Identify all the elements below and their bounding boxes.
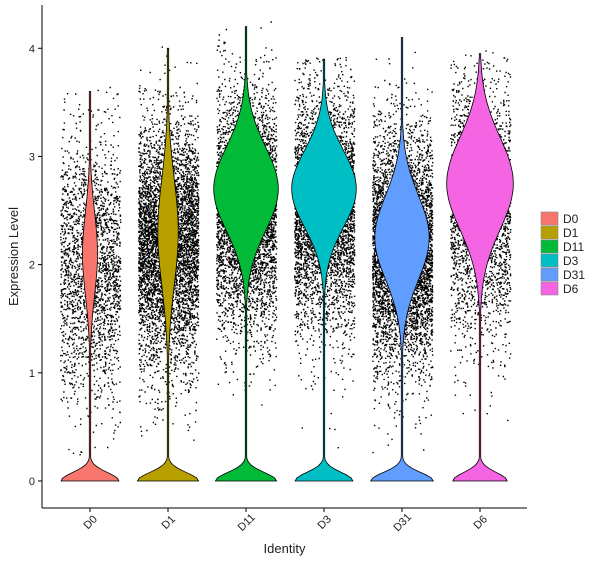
violin-d6 (446, 53, 514, 482)
legend-swatch-d11 (540, 239, 559, 254)
violin-d31 (369, 37, 435, 482)
legend-swatch-d3 (540, 253, 559, 268)
y-axis-title: Expression Level (6, 207, 21, 306)
x-axis-ticks: D0 D1 D11 D3 D31 D6 (81, 508, 490, 534)
legend-label-d1: D1 (563, 226, 579, 240)
legend-label-d31: D31 (563, 268, 585, 282)
y-tick-label: 2 (29, 260, 35, 272)
y-tick-label: 3 (29, 151, 35, 163)
x-tick-label: D0 (81, 513, 99, 531)
x-tick-label: D1 (159, 513, 177, 531)
legend-swatch-d1 (540, 225, 559, 240)
legend-label-d6: D6 (563, 282, 579, 296)
axes-layer (41, 5, 527, 509)
legend-label-d3: D3 (563, 254, 579, 268)
violin-d1 (136, 47, 200, 482)
x-tick-label: D31 (391, 511, 414, 534)
violin-d3 (291, 58, 357, 482)
legend-swatch-d31 (540, 267, 559, 282)
legend-swatch-d6 (540, 281, 559, 296)
y-tick-label: 0 (29, 476, 35, 488)
x-tick-label: D3 (315, 513, 333, 531)
legend-label-d11: D11 (563, 240, 584, 254)
x-tick-label: D6 (471, 513, 489, 531)
legend-swatch-d0 (540, 211, 559, 226)
legend-label-d0: D0 (563, 212, 579, 226)
violins-layer (60, 26, 514, 482)
y-tick-label: 1 (29, 368, 35, 380)
y-tick-label: 4 (29, 43, 35, 55)
jitter-points-d0 (60, 86, 122, 456)
y-axis-ticks: 0 1 2 3 4 (29, 43, 42, 488)
jitter-points-layer (60, 21, 512, 456)
violin-d11 (213, 26, 279, 482)
x-tick-label: D11 (236, 512, 258, 534)
x-axis-title: Identity (264, 541, 306, 556)
violin-d0 (60, 91, 120, 482)
